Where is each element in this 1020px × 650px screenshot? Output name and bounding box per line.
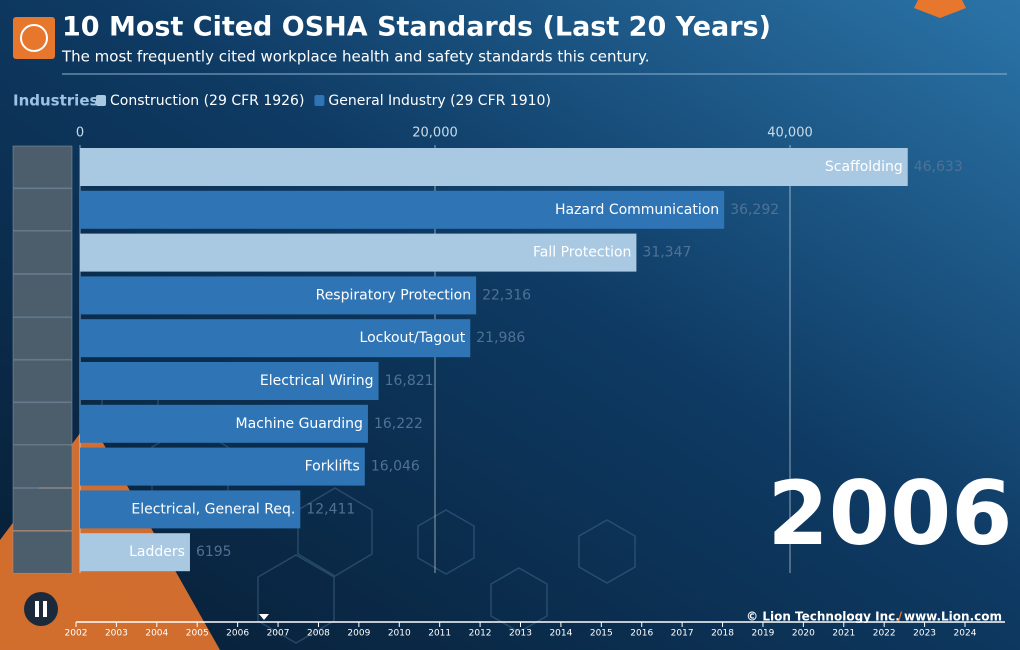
decor-badge: [914, 0, 966, 18]
pause-button[interactable]: [24, 592, 58, 626]
value-label: 16,222: [374, 416, 423, 432]
timeline-label: 2019: [752, 629, 775, 639]
timeline-label: 2013: [509, 629, 532, 639]
bar-label: Hazard Communication: [555, 202, 719, 218]
value-label: 22,316: [482, 287, 531, 303]
x-tick-label: 0: [76, 126, 84, 141]
chart-subtitle: The most frequently cited workplace heal…: [61, 48, 650, 66]
timeline-label: 2022: [873, 629, 896, 639]
timeline-label: 2014: [549, 629, 572, 639]
value-label: 16,821: [385, 373, 434, 389]
timeline-label: 2015: [590, 629, 613, 639]
credit-url[interactable]: www.Lion.com: [904, 610, 1002, 624]
legend-label: Construction (29 CFR 1926): [110, 93, 304, 109]
bar-label: Scaffolding: [825, 159, 903, 175]
timeline-label: 2012: [469, 629, 492, 639]
timeline-label: 2024: [954, 629, 977, 639]
bar-label: Electrical Wiring: [260, 373, 374, 389]
bar-label: Ladders: [129, 544, 185, 560]
bar: [80, 319, 471, 358]
logo-icon: [20, 24, 48, 52]
category-image: [12, 445, 73, 488]
timeline-label: 2008: [307, 629, 330, 639]
timeline-label: 2011: [428, 629, 451, 639]
bar: [80, 148, 908, 186]
category-image: [12, 274, 73, 317]
bar: [80, 233, 637, 272]
value-label: 16,046: [371, 459, 420, 475]
value-label: 31,347: [642, 245, 691, 261]
bar: [80, 447, 365, 486]
legend-label: General Industry (29 CFR 1910): [328, 93, 550, 109]
current-year: 2006: [768, 462, 1013, 565]
chart-title: 10 Most Cited OSHA Standards (Last 20 Ye…: [62, 12, 771, 43]
timeline-label: 2007: [267, 629, 290, 639]
category-image: [12, 231, 73, 274]
bar-label: Lockout/Tagout: [360, 330, 466, 346]
category-image: [12, 145, 73, 189]
legend-swatch: [314, 95, 325, 106]
timeline-label: 2023: [913, 629, 936, 639]
logo: [13, 17, 55, 59]
timeline-label: 2006: [226, 629, 249, 639]
bar: [80, 190, 725, 229]
category-image: [12, 488, 73, 531]
credit-separator: /: [898, 610, 903, 624]
bar-label: Forklifts: [305, 459, 360, 475]
timeline-label: 2018: [711, 629, 734, 639]
value-label: 46,633: [914, 159, 963, 175]
value-label: 6195: [196, 544, 232, 560]
bar: [80, 276, 477, 315]
value-label: 36,292: [730, 202, 779, 218]
legend-title: Industries: [13, 92, 98, 110]
value-label: 12,411: [306, 501, 355, 517]
bar: [80, 404, 368, 443]
legend-swatch: [96, 95, 106, 106]
bar: [80, 490, 301, 529]
timeline-label: 2016: [630, 629, 653, 639]
category-image: [12, 316, 73, 360]
x-tick-label: 20,000: [412, 126, 458, 141]
bar-label: Machine Guarding: [236, 416, 363, 432]
timeline-label: 2003: [105, 629, 128, 639]
timeline-label: 2010: [388, 629, 411, 639]
bar-label: Fall Protection: [533, 245, 631, 261]
x-tick-label: 40,000: [767, 126, 813, 141]
pause-icon: [35, 601, 39, 617]
credit: © Lion Technology Inc.: [746, 610, 900, 624]
category-image: [12, 188, 73, 232]
timeline-label: 2021: [832, 629, 855, 639]
bar-label: Respiratory Protection: [316, 287, 472, 303]
bar: [80, 362, 379, 400]
category-image: [12, 530, 73, 574]
timeline-marker: [259, 614, 269, 620]
category-image: [12, 359, 73, 403]
timeline-label: 2017: [671, 629, 694, 639]
category-image: [12, 402, 73, 446]
timeline-label: 2020: [792, 629, 815, 639]
pause-icon: [43, 601, 47, 617]
timeline-label: 2009: [347, 629, 370, 639]
bar: [80, 533, 190, 572]
timeline-label: 2004: [145, 629, 168, 639]
value-label: 21,986: [476, 330, 525, 346]
bar-label: Electrical, General Req.: [131, 501, 295, 517]
timeline-label: 2002: [65, 629, 88, 639]
timeline-label: 2005: [186, 629, 209, 639]
